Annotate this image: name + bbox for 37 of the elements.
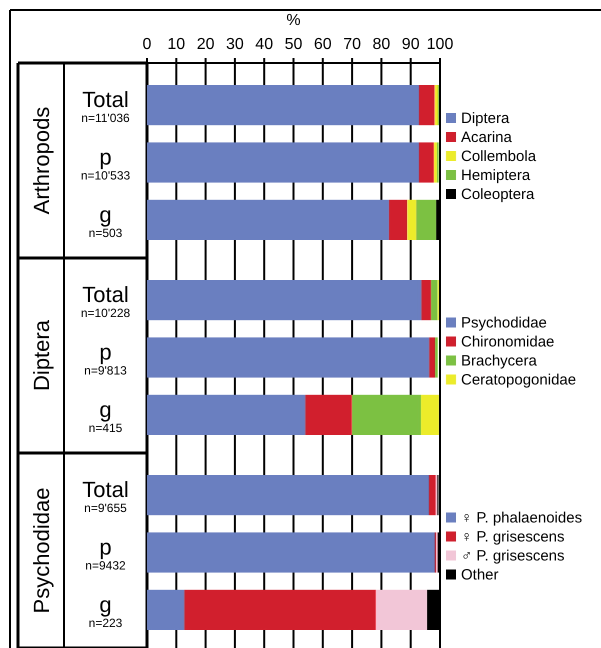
x-axis-title: % (286, 12, 301, 29)
x-tick-label: 90 (402, 36, 420, 53)
x-tick-label: 10 (167, 36, 186, 53)
y-tick-label: p n=10'533 (80, 144, 130, 182)
x-tick-label: 70 (343, 36, 362, 53)
x-tick-label: 0 (142, 36, 152, 53)
legend-label: ♀ P. grisescens (461, 528, 565, 546)
y-tick-label: g n=415 (88, 396, 123, 435)
text: Psychodidae (29, 488, 54, 614)
legend-label: Collembola (461, 148, 537, 165)
legend-label: Chironomidae (461, 334, 554, 350)
x-tick-label: 80 (372, 36, 390, 53)
y-tick-label: g n=223 (88, 592, 123, 630)
y-tick-label: Total n=9'655 (82, 477, 129, 516)
text: Diptera (29, 319, 54, 391)
legend-label: Brachycera (461, 352, 538, 370)
legend-label: Acarina (461, 129, 513, 146)
legend-label: Ceratopogonidae (461, 372, 576, 388)
legend-label: Hemiptera (461, 167, 531, 184)
y-tick-label: p n=9432 (85, 534, 126, 572)
y-tick-label: p n=9'813 (84, 340, 128, 378)
y-tick-label: Total n=10'228 (80, 282, 130, 320)
text: Arthropods (29, 106, 54, 214)
legend-label: ♀ P. phalaenoides (461, 510, 582, 526)
x-tick-label: 40 (255, 36, 274, 53)
x-tick-label: 30 (226, 36, 244, 53)
legend-label: Diptera (461, 110, 510, 127)
x-tick-label: 60 (314, 36, 332, 53)
x-tick-label: 100 (426, 36, 454, 53)
y-tick-label: g n=503 (88, 202, 123, 240)
x-tick-label: 20 (196, 36, 215, 53)
x-tick-label: 50 (284, 36, 302, 53)
y-tick-label: Total n=11'036 (81, 87, 130, 126)
legend-label: ♂ P. grisescens (461, 548, 565, 564)
legend-label: Other (461, 566, 499, 584)
legend-label: Coleoptera (461, 186, 536, 203)
legend-label: Psychodidae (461, 314, 547, 332)
